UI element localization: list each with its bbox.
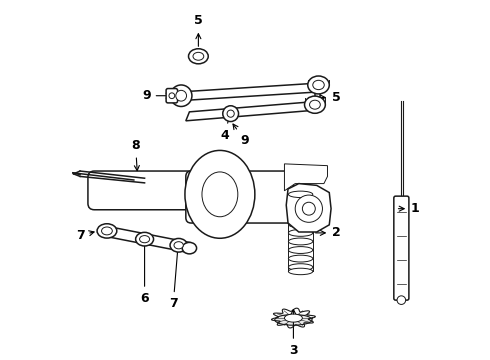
FancyBboxPatch shape — [166, 89, 177, 103]
Polygon shape — [285, 164, 327, 191]
Polygon shape — [286, 184, 331, 232]
Ellipse shape — [289, 264, 313, 271]
Ellipse shape — [170, 238, 187, 252]
Ellipse shape — [289, 255, 313, 262]
Circle shape — [295, 195, 322, 222]
Ellipse shape — [189, 49, 208, 64]
Ellipse shape — [101, 227, 112, 235]
Circle shape — [169, 93, 175, 99]
Ellipse shape — [174, 242, 183, 249]
Text: 5: 5 — [194, 14, 203, 46]
Ellipse shape — [285, 314, 302, 322]
FancyBboxPatch shape — [186, 171, 294, 223]
Ellipse shape — [136, 232, 153, 246]
Ellipse shape — [97, 224, 117, 238]
Circle shape — [223, 106, 239, 122]
Ellipse shape — [310, 100, 320, 109]
Ellipse shape — [313, 80, 324, 90]
Ellipse shape — [289, 229, 313, 236]
Text: 1: 1 — [398, 202, 420, 215]
Ellipse shape — [289, 238, 313, 245]
Text: 7: 7 — [75, 229, 94, 242]
Circle shape — [227, 110, 234, 117]
Ellipse shape — [289, 191, 313, 198]
Circle shape — [302, 202, 315, 215]
Ellipse shape — [289, 195, 313, 202]
Ellipse shape — [275, 315, 312, 325]
Text: 9: 9 — [142, 89, 171, 102]
Ellipse shape — [193, 52, 204, 60]
Text: 5: 5 — [309, 91, 341, 104]
Circle shape — [176, 90, 187, 101]
Ellipse shape — [140, 235, 149, 243]
Text: 4: 4 — [221, 112, 231, 142]
Text: 6: 6 — [140, 236, 149, 305]
FancyBboxPatch shape — [88, 171, 208, 210]
Ellipse shape — [289, 204, 313, 211]
Ellipse shape — [289, 212, 313, 219]
Circle shape — [397, 296, 406, 305]
Ellipse shape — [202, 172, 238, 217]
Polygon shape — [173, 83, 317, 101]
Ellipse shape — [185, 150, 255, 238]
Text: 8: 8 — [131, 139, 140, 171]
Ellipse shape — [289, 268, 313, 275]
Text: 2: 2 — [316, 226, 341, 239]
Text: 9: 9 — [233, 124, 249, 147]
Text: 7: 7 — [169, 242, 180, 310]
Ellipse shape — [182, 242, 196, 254]
Ellipse shape — [289, 247, 313, 253]
Circle shape — [171, 85, 192, 107]
Polygon shape — [186, 101, 320, 121]
Polygon shape — [101, 226, 191, 252]
Text: 3: 3 — [289, 310, 298, 357]
Ellipse shape — [289, 221, 313, 228]
Ellipse shape — [308, 76, 329, 94]
Ellipse shape — [304, 96, 325, 113]
FancyBboxPatch shape — [394, 196, 409, 300]
